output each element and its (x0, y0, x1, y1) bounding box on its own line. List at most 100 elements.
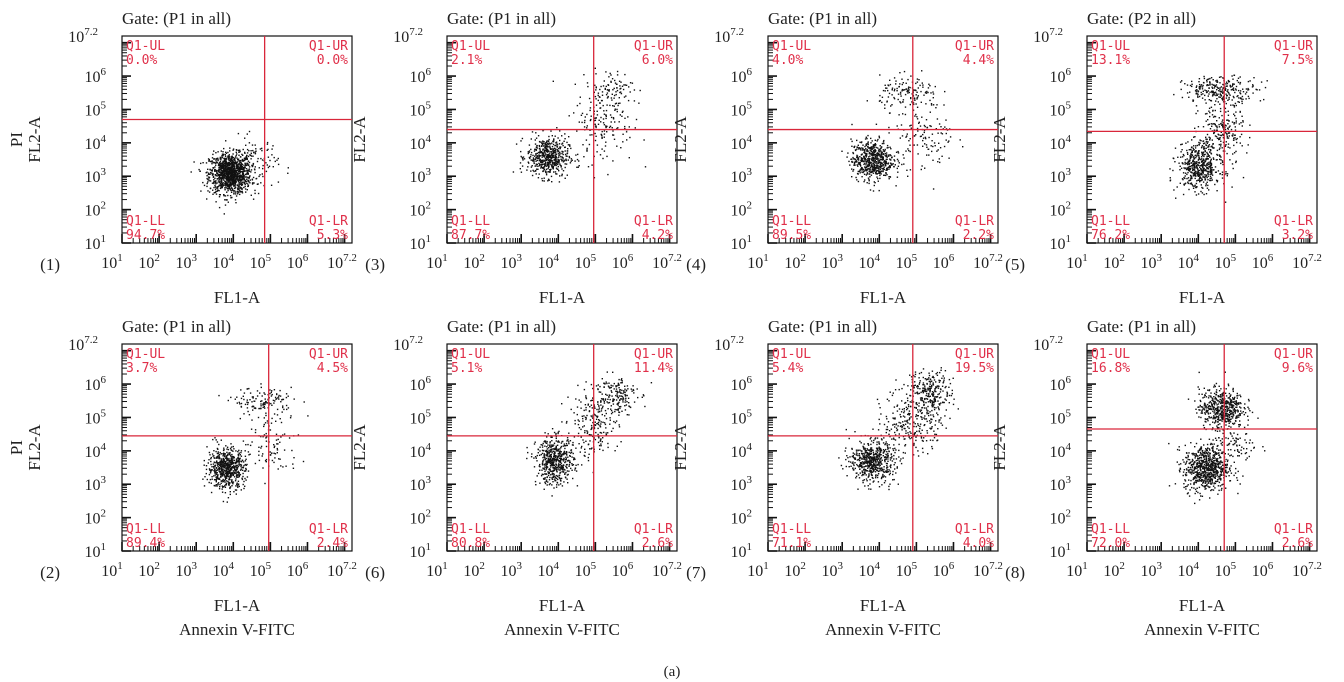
scatter-point (561, 173, 563, 175)
scatter-point (910, 127, 912, 129)
scatter-point (876, 140, 878, 142)
scatter-point (221, 173, 224, 175)
scatter-point (220, 467, 223, 470)
scatter-point (561, 174, 563, 177)
scatter-point (1205, 138, 1207, 140)
scatter-point (1189, 84, 1192, 87)
scatter-point (583, 121, 586, 124)
scatter-point (1227, 137, 1230, 139)
scatter-point (230, 165, 233, 167)
scatter-point (868, 168, 870, 170)
scatter-point (879, 166, 881, 168)
scatter-point (242, 472, 244, 475)
scatter-point (870, 137, 872, 140)
scatter-point (219, 464, 221, 467)
scatter-point (226, 168, 228, 170)
scatter-point (873, 163, 875, 166)
scatter-point (250, 171, 252, 173)
quadrant-value-lr: 2.2% (963, 228, 994, 243)
scatter-point (230, 463, 232, 465)
scatter-point (224, 453, 226, 455)
scatter-point (1202, 170, 1204, 172)
scatter-point (864, 170, 866, 172)
scatter-point (218, 454, 220, 457)
scatter-point (208, 178, 210, 180)
scatter-point (1197, 171, 1199, 173)
scatter-point (924, 167, 926, 169)
scatter-point (925, 144, 928, 146)
scatter-point (543, 180, 545, 182)
scatter-point (1180, 156, 1182, 158)
scatter-point (534, 139, 536, 141)
scatter-point (881, 96, 884, 98)
scatter-point (1222, 97, 1224, 99)
scatter-point (599, 96, 601, 98)
scatter-point (226, 467, 228, 469)
scatter-point (551, 156, 553, 158)
scatter-point (597, 99, 599, 102)
scatter-point (886, 100, 888, 102)
scatter-point (222, 479, 224, 482)
scatter-point (218, 173, 221, 176)
scatter-point (568, 157, 571, 159)
scatter-point (561, 143, 563, 145)
scatter-point (854, 158, 857, 160)
scatter-point (550, 157, 553, 159)
scatter-point (1202, 160, 1204, 162)
scatter-point (883, 142, 885, 145)
scatter-point (230, 163, 232, 165)
scatter-point (1221, 119, 1224, 121)
scatter-point (242, 475, 244, 478)
scatter-point (1206, 181, 1208, 183)
scatter-point (882, 153, 885, 155)
scatter-point (232, 483, 234, 485)
scatter-point (882, 159, 884, 161)
scatter-point (610, 74, 612, 76)
scatter-point (1198, 78, 1201, 80)
scatter-point (545, 156, 548, 158)
scatter-point (1205, 165, 1207, 167)
scatter-point (872, 152, 874, 154)
scatter-point (886, 173, 888, 176)
scatter-point (938, 123, 941, 125)
scatter-point (1240, 133, 1243, 136)
scatter-point (610, 116, 613, 119)
y-tick-label: 101 (410, 233, 432, 253)
scatter-point (567, 148, 569, 150)
scatter-point (873, 165, 875, 167)
scatter-point (622, 110, 624, 112)
scatter-point (1219, 88, 1221, 91)
scatter-point (915, 82, 917, 85)
scatter-point (915, 89, 917, 92)
scatter-point (541, 142, 543, 145)
scatter-point (218, 181, 221, 184)
scatter-point (548, 162, 550, 164)
scatter-point (869, 176, 871, 178)
scatter-point (925, 137, 927, 140)
scatter-point (1187, 161, 1189, 164)
scatter-point (1174, 161, 1176, 163)
scatter-point (1196, 167, 1198, 169)
scatter-point (1198, 174, 1201, 177)
scatter-point (545, 170, 547, 173)
scatter-point (909, 144, 911, 146)
scatter-point (893, 77, 896, 79)
scatter-point (222, 184, 224, 187)
x-tick-label: 103 (175, 252, 197, 272)
scatter-point (916, 127, 919, 130)
scatter-point (233, 169, 235, 171)
scatter-point (551, 165, 553, 167)
scatter-point (1219, 158, 1221, 161)
scatter-point (557, 162, 559, 164)
scatter-point (532, 157, 535, 159)
scatter-point (246, 183, 249, 185)
scatter-point (248, 130, 251, 133)
scatter-point (232, 182, 235, 185)
x-tick-label: 104 (1178, 252, 1200, 272)
scatter-point (214, 188, 217, 191)
scatter-point (248, 176, 251, 178)
scatter-point (1218, 134, 1220, 136)
scatter-point (231, 460, 234, 462)
scatter-point (252, 165, 254, 167)
scatter-point (1205, 175, 1207, 178)
